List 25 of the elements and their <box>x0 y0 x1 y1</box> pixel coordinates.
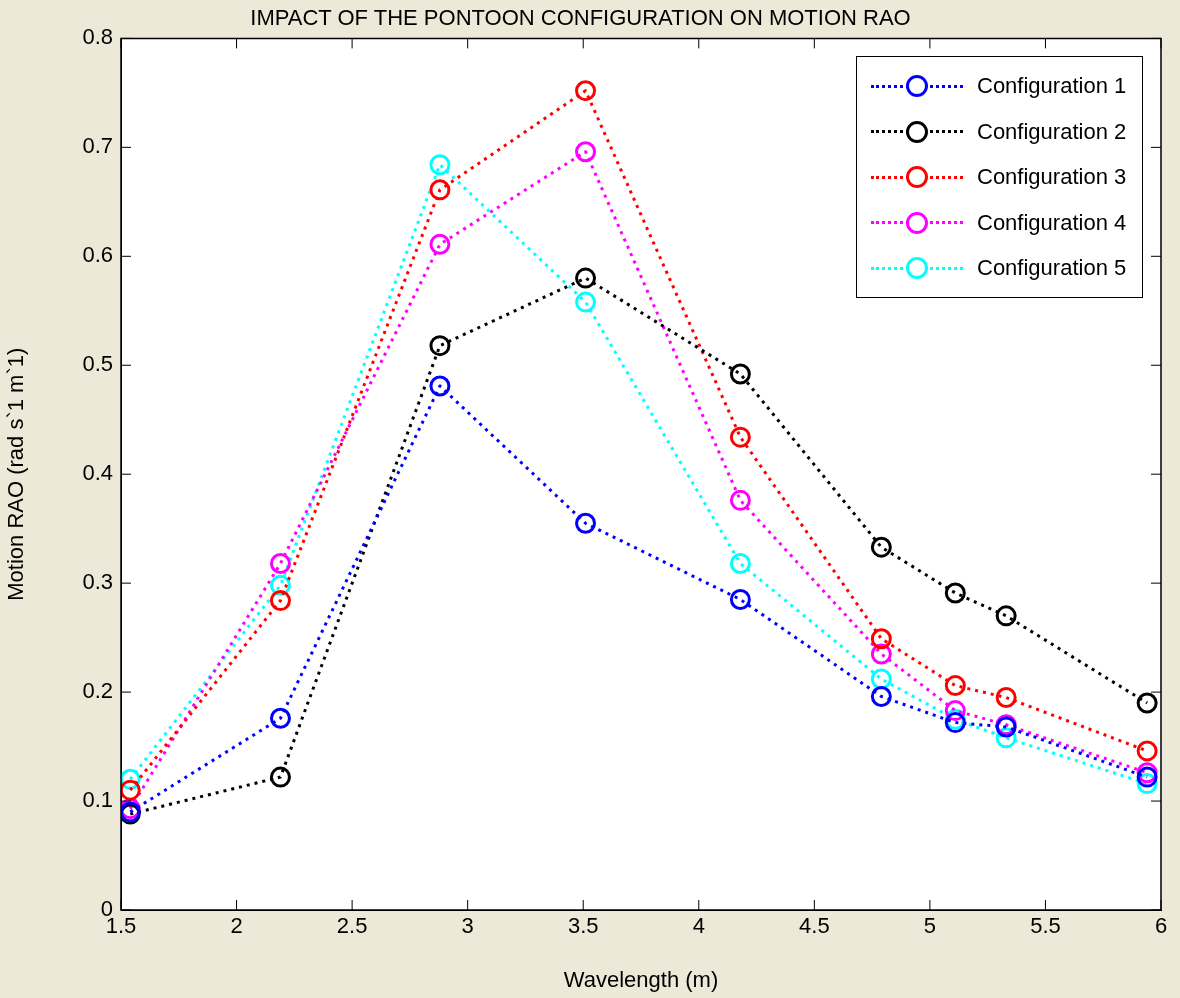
x-tick-label: 5.5 <box>1030 913 1061 939</box>
y-axis-title: Motion RAO (rad s`1 m`1) <box>3 347 29 601</box>
legend-label: Configuration 5 <box>977 255 1127 282</box>
chart-title: IMPACT OF THE PONTOON CONFIGURATION ON MOTION RAO <box>250 5 911 31</box>
x-tick-label: 3 <box>461 913 474 939</box>
x-tick-label: 4.5 <box>799 913 830 939</box>
y-tick-label: 0.5 <box>82 351 113 377</box>
x-tick-label: 6 <box>1154 913 1168 939</box>
y-tick-label: 0.7 <box>82 133 113 159</box>
x-tick-label: 2 <box>230 913 243 939</box>
y-tick-label: 0.3 <box>82 569 113 595</box>
legend-label: Configuration 1 <box>977 73 1127 100</box>
y-tick-label: 0.2 <box>82 678 113 704</box>
x-tick-label: 5 <box>923 913 937 939</box>
legend-label: Configuration 4 <box>977 209 1127 236</box>
legend-label: Configuration 2 <box>977 118 1127 145</box>
x-tick-label: 3.5 <box>567 913 599 939</box>
y-tick-label: 0.4 <box>82 460 113 486</box>
y-tick-label: 0.1 <box>82 787 113 813</box>
x-tick-label: 2.5 <box>336 913 368 939</box>
x-tick-label: 4 <box>692 913 705 939</box>
y-tick-label: 0.8 <box>82 24 113 50</box>
legend-label: Configuration 3 <box>977 164 1127 191</box>
x-axis-title: Wavelength (m) <box>563 966 719 992</box>
y-tick-label: 0.6 <box>82 242 113 268</box>
